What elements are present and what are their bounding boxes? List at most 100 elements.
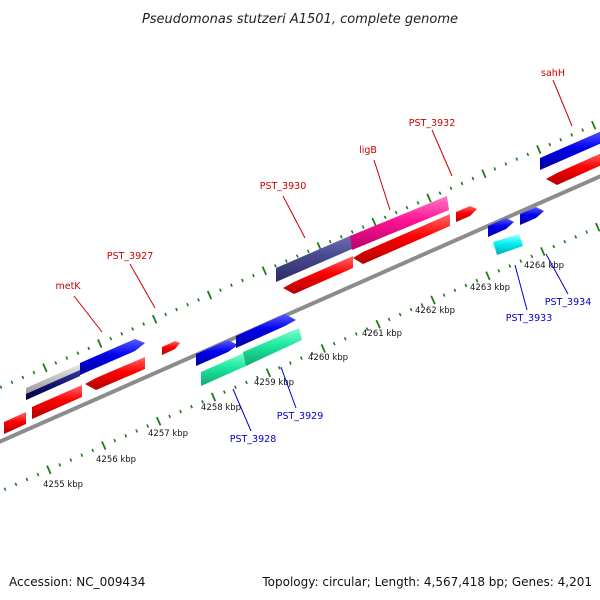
minor-tick xyxy=(91,448,95,453)
gene-labels: metK PST_3927 PST_3930 ligB PST_3932 sah… xyxy=(55,68,591,445)
minor-tick xyxy=(32,370,36,375)
minor-tick xyxy=(387,317,391,322)
gene-label-pst-3932[interactable]: PST_3932 xyxy=(409,118,456,129)
minor-tick xyxy=(354,332,358,336)
minor-tick xyxy=(497,269,501,273)
cds-feature[interactable] xyxy=(283,256,353,294)
major-tick xyxy=(595,222,600,232)
feature-purple[interactable] xyxy=(276,235,352,282)
cds-feature[interactable] xyxy=(488,218,514,237)
minor-tick xyxy=(109,336,113,341)
minor-tick xyxy=(328,239,332,244)
minor-tick xyxy=(442,293,446,297)
major-tick xyxy=(481,169,487,179)
minor-tick xyxy=(332,341,336,346)
major-tick xyxy=(591,120,597,130)
minor-tick xyxy=(581,128,585,132)
feature-teal[interactable] xyxy=(201,352,246,386)
gene-label-pst-3934[interactable]: PST_3934 xyxy=(545,297,592,308)
minor-tick xyxy=(284,259,288,263)
minor-tick xyxy=(252,273,255,278)
minor-tick xyxy=(25,477,29,482)
kbp-label: 4261 kbp xyxy=(362,329,402,339)
upper-tick-track xyxy=(0,120,597,389)
minor-tick xyxy=(306,249,310,254)
feature-pink[interactable] xyxy=(350,196,449,250)
cds-feature[interactable] xyxy=(236,314,296,348)
kbp-label: 4259 kbp xyxy=(254,378,294,388)
minor-tick xyxy=(574,235,578,239)
minor-tick xyxy=(449,186,453,191)
gene-label-metk[interactable]: metK xyxy=(55,281,81,292)
cds-feature[interactable] xyxy=(162,341,180,355)
minor-tick xyxy=(515,157,519,161)
major-tick xyxy=(42,363,48,373)
minor-tick xyxy=(438,191,442,195)
map-title: Pseudomonas stutzeri A1501, complete gen… xyxy=(142,12,458,27)
minor-tick xyxy=(190,404,193,409)
minor-tick xyxy=(142,322,146,326)
gene-label-pst-3928[interactable]: PST_3928 xyxy=(230,434,277,445)
feature-cyan[interactable] xyxy=(493,234,523,255)
cds-feature[interactable] xyxy=(85,357,145,390)
minor-tick xyxy=(493,167,497,171)
major-tick xyxy=(265,368,272,378)
kbp-label: 4262 kbp xyxy=(415,306,455,316)
cds-feature[interactable] xyxy=(196,340,238,366)
other-features xyxy=(26,196,523,400)
minor-tick xyxy=(310,351,314,356)
cds-feature[interactable] xyxy=(80,339,145,375)
minor-tick xyxy=(14,482,18,487)
minor-tick xyxy=(453,288,457,293)
minor-tick xyxy=(552,244,556,249)
cds-feature[interactable] xyxy=(540,130,600,170)
feature-navy[interactable] xyxy=(26,370,80,400)
gene-label-pst-3933[interactable]: PST_3933 xyxy=(506,313,553,324)
lower-tick-track xyxy=(3,222,600,491)
minor-tick xyxy=(295,254,299,258)
major-tick xyxy=(371,217,377,227)
major-tick xyxy=(430,295,436,305)
gene-label-ligb[interactable]: ligB xyxy=(359,145,377,156)
minor-tick xyxy=(530,254,534,259)
minor-tick xyxy=(394,210,398,215)
accession-text: Accession: NC_009434 xyxy=(9,575,145,589)
minor-tick xyxy=(168,414,172,419)
cds-feature[interactable] xyxy=(546,152,600,185)
cds-feature[interactable] xyxy=(4,412,26,434)
minor-tick xyxy=(164,312,168,317)
minor-tick xyxy=(471,176,475,181)
feature-teal[interactable] xyxy=(243,328,302,366)
minor-tick xyxy=(146,424,150,428)
minor-tick xyxy=(76,351,80,356)
kbp-label: 4255 kbp xyxy=(43,480,83,490)
minor-tick xyxy=(186,302,189,307)
major-tick xyxy=(426,193,432,203)
kbp-scale-labels: 4255 kbp 4256 kbp 4257 kbp 4258 kbp 4259… xyxy=(43,261,564,490)
minor-tick xyxy=(120,331,124,336)
gene-label-pst-3930[interactable]: PST_3930 xyxy=(260,181,307,192)
minor-tick xyxy=(36,472,40,477)
minor-tick xyxy=(197,298,200,302)
cds-feature[interactable] xyxy=(456,206,477,222)
minor-tick xyxy=(299,356,303,360)
cds-feature[interactable] xyxy=(32,385,82,419)
cds-feature[interactable] xyxy=(520,207,544,225)
minor-tick xyxy=(420,303,424,307)
minor-tick xyxy=(288,361,292,365)
minor-tick xyxy=(460,181,464,186)
minor-tick xyxy=(3,487,7,491)
major-tick xyxy=(206,290,213,300)
minor-tick xyxy=(113,438,117,443)
minor-tick xyxy=(201,400,204,404)
minor-tick xyxy=(416,201,420,205)
gene-label-pst-3929[interactable]: PST_3929 xyxy=(277,411,324,422)
minor-tick xyxy=(475,278,479,283)
gene-label-pst-3927[interactable]: PST_3927 xyxy=(107,251,154,262)
minor-tick xyxy=(273,264,277,268)
cds-feature[interactable] xyxy=(353,214,450,264)
gene-label-sahh[interactable]: sahH xyxy=(541,68,565,79)
minor-tick xyxy=(21,375,25,380)
kbp-label: 4260 kbp xyxy=(308,353,348,363)
